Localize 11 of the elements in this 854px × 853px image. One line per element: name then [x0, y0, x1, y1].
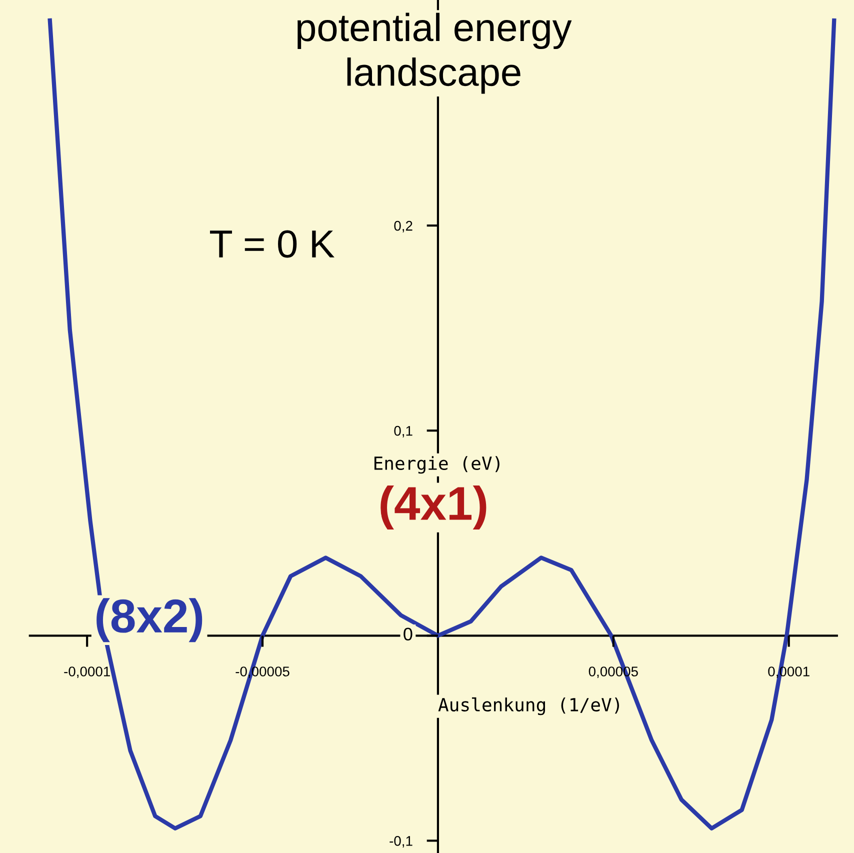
y-tick-label: -0,1 [390, 836, 412, 848]
annotation: (8x2) [96, 598, 202, 642]
y-tick-label: 0,1 [394, 426, 412, 438]
y-tick-label: 0 [404, 628, 412, 640]
x-tick-label: -0,0001 [64, 666, 110, 678]
y-tick-label: 0,2 [394, 220, 412, 232]
x-axis-title: Auslenkung (1/eV) [438, 697, 620, 716]
text: potential energy landscape [298, 12, 572, 94]
y-axis-title: Energie (eV) [374, 456, 500, 474]
annotation: (4x1) [380, 486, 486, 530]
annotation: T = 0 K [210, 230, 334, 258]
